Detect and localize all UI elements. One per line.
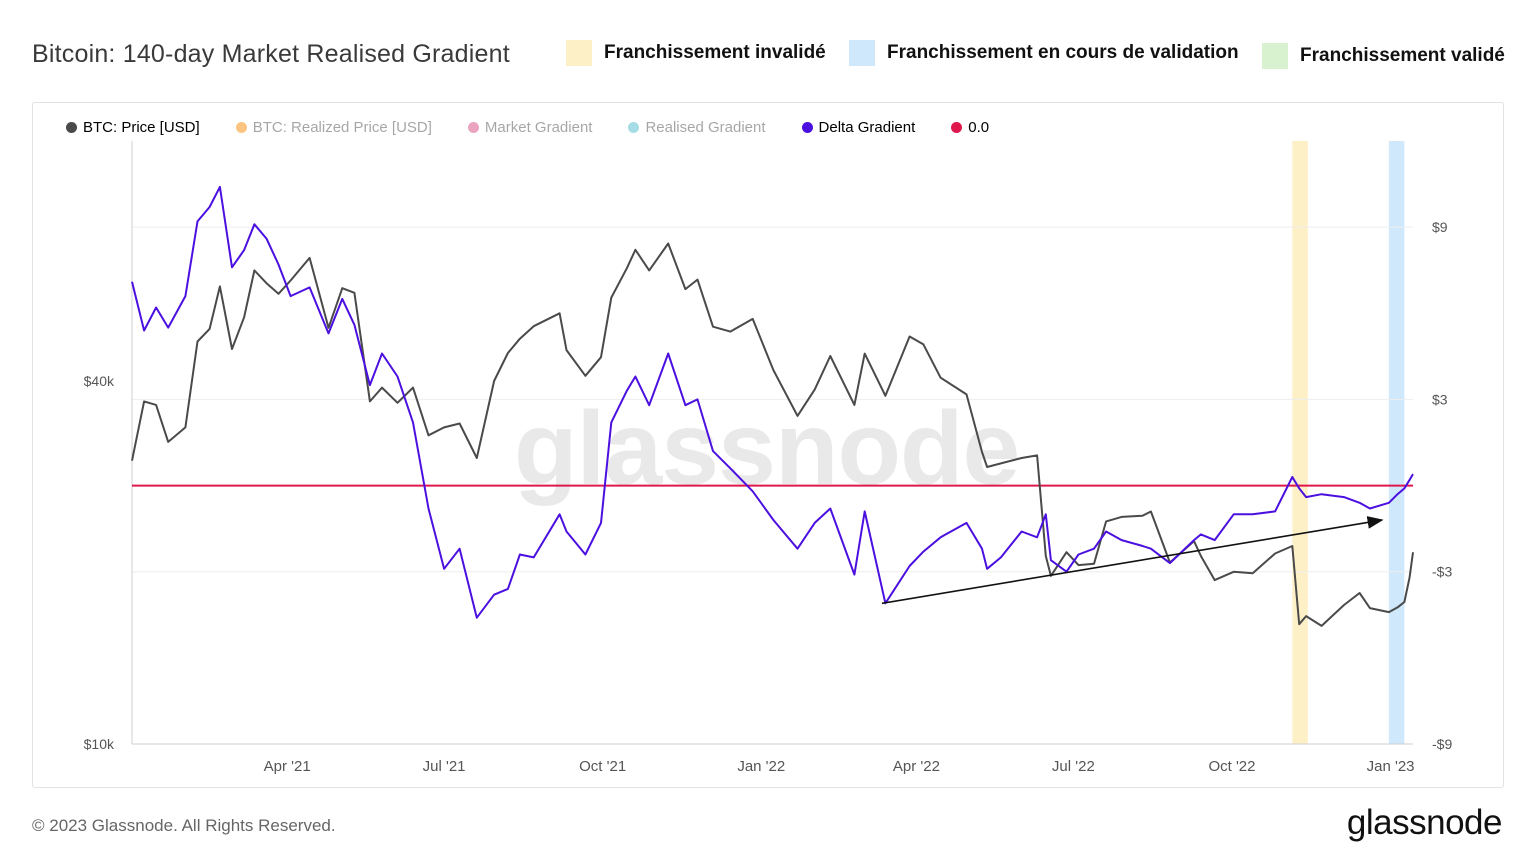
x-tick-label: Apr '22: [893, 758, 940, 775]
validated-swatch: [1262, 43, 1288, 69]
legend-label-delta-gradient: Delta Gradient: [818, 118, 916, 136]
legend-label-realised-gradient: Realised Gradient: [645, 118, 766, 136]
glassnode-logo: glassnode: [1346, 803, 1503, 842]
y-right-tick-label: -$3: [1432, 564, 1452, 580]
y-left-tick-label: $40k: [84, 373, 115, 389]
legend-label-market-gradient: Market Gradient: [484, 118, 593, 136]
legend-item-market-gradient[interactable]: Market Gradient: [467, 118, 593, 136]
annotation-legend-validated: Franchissement validé: [1262, 43, 1505, 69]
y-right-tick-label: -$9: [1432, 736, 1452, 752]
legend-label-btc-price: BTC: Price [USD]: [83, 118, 200, 136]
legend-item-realized-price[interactable]: BTC: Realized Price [USD]: [235, 118, 432, 136]
chart-panel: [32, 102, 1504, 788]
annotation-legend-pending: Franchissement en cours de validation: [849, 40, 1239, 66]
chart-header: Bitcoin: 140-day Market Realised Gradien…: [0, 0, 1536, 100]
x-tick-label: Jan '23: [1367, 758, 1415, 775]
delta-gradient-line: [131, 185, 1414, 619]
legend-dot-zero-line: [951, 121, 963, 133]
x-tick-label: Jul '22: [1052, 758, 1095, 775]
legend-item-delta-gradient[interactable]: Delta Gradient: [801, 118, 916, 136]
legend-dot-realised-gradient: [628, 121, 640, 133]
highlight-band-0: [1292, 141, 1308, 744]
btc-price-line: [131, 242, 1414, 627]
legend-item-btc-price[interactable]: BTC: Price [USD]: [66, 119, 200, 136]
y-right-tick-label: $9: [1432, 219, 1448, 235]
copyright-notice: © 2023 Glassnode. All Rights Reserved.: [32, 816, 336, 835]
annotation-label-pending: Franchissement en cours de validation: [887, 42, 1239, 63]
invalidated-swatch: [566, 40, 592, 66]
legend-item-zero-line[interactable]: 0.0: [951, 119, 989, 136]
chart-title: Bitcoin: 140-day Market Realised Gradien…: [32, 40, 510, 68]
pending-swatch: [849, 40, 875, 66]
legend-dot-delta-gradient: [801, 121, 813, 133]
legend-label-realized-price: BTC: Realized Price [USD]: [252, 118, 432, 136]
x-tick-label: Oct '22: [1208, 758, 1255, 775]
x-tick-label: Jul '21: [423, 758, 466, 775]
y-left-tick-label: $10k: [84, 736, 115, 752]
y-right-tick-label: $3: [1432, 391, 1448, 407]
x-tick-label: Jan '22: [737, 758, 785, 775]
legend-item-realised-gradient[interactable]: Realised Gradient: [628, 118, 766, 136]
series-legend: BTC: Price [USD] BTC: Realized Price [US…: [66, 117, 1025, 137]
legend-dot-market-gradient: [467, 121, 479, 133]
annotation-legend-invalidated: Franchissement invalidé: [566, 40, 826, 66]
legend-dot-btc-price: [66, 121, 77, 133]
highlight-band-1: [1388, 141, 1405, 744]
annotation-label-validated: Franchissement validé: [1300, 45, 1505, 66]
x-tick-label: Oct '21: [579, 758, 626, 775]
trend-arrow-0: [881, 516, 1384, 605]
annotation-label-invalidated: Franchissement invalidé: [604, 42, 826, 63]
legend-dot-realized-price: [235, 121, 247, 133]
x-tick-label: Apr '21: [264, 758, 311, 775]
legend-label-zero-line: 0.0: [968, 118, 990, 136]
